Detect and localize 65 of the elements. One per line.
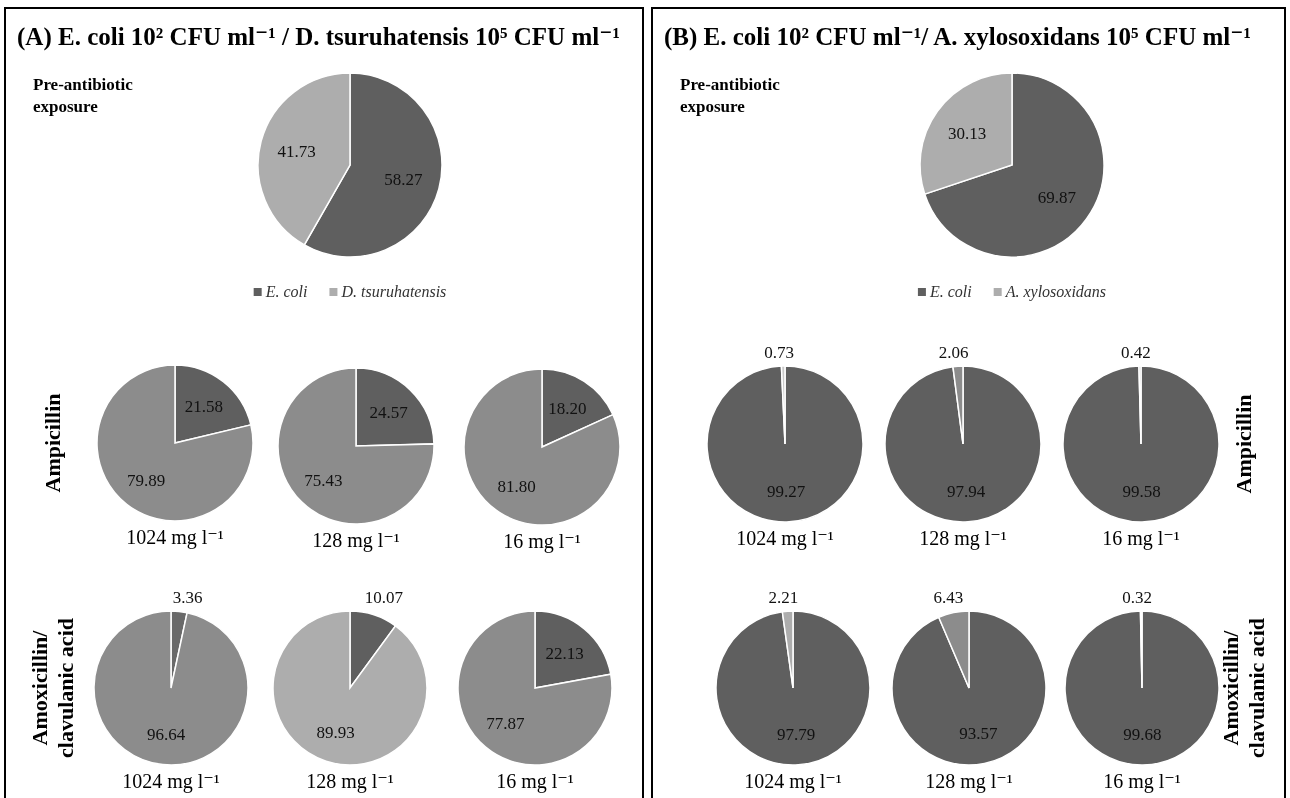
pie-slice <box>277 367 435 525</box>
text: 1024 mg l⁻¹ <box>736 527 834 550</box>
legend-label: A. xylosoxidans <box>1004 283 1107 301</box>
data-label: 81.80 <box>497 477 536 497</box>
text: Pre-antibiotic exposure <box>33 75 134 116</box>
data-label: 99.27 <box>766 481 806 501</box>
pie-slice <box>1062 365 1220 523</box>
data-label: 0.32 <box>1122 588 1153 607</box>
pie-slice <box>923 72 1105 258</box>
text: Pre-antibiotic exposure <box>680 75 781 116</box>
data-label: 96.64 <box>147 724 186 744</box>
text: 16 mg l⁻¹ <box>1103 770 1181 793</box>
text: 128 mg l⁻¹ <box>919 527 1007 550</box>
pie-slice <box>715 610 871 766</box>
pie-slice <box>272 610 428 766</box>
text: Ampicillin <box>40 393 65 493</box>
text: Ampicillin <box>1231 394 1256 494</box>
pie-slice <box>706 365 864 523</box>
data-label: 69.87 <box>1037 188 1077 208</box>
data-label: 58.27 <box>384 170 423 190</box>
data-label: 93.57 <box>959 724 998 744</box>
text: 128 mg l⁻¹ <box>312 529 400 552</box>
data-label: 18.20 <box>548 398 587 418</box>
legend-label: D. tsuruhatensis <box>340 283 447 300</box>
pie-slice <box>463 368 621 526</box>
text: 128 mg l⁻¹ <box>925 770 1013 793</box>
data-label: 22.13 <box>545 643 584 663</box>
data-label: 10.07 <box>364 588 404 607</box>
pie-slice <box>457 610 613 766</box>
data-label: 6.43 <box>933 588 964 607</box>
data-label: 79.89 <box>126 470 166 490</box>
data-label: 2.06 <box>938 343 969 362</box>
pie-slice <box>96 364 254 522</box>
data-label: 0.73 <box>764 343 794 362</box>
text: 16 mg l⁻¹ <box>496 770 574 793</box>
data-label: 99.58 <box>1122 481 1161 501</box>
data-label: 24.57 <box>369 403 409 423</box>
text: 128 mg l⁻¹ <box>306 770 394 793</box>
data-label: 89.93 <box>316 722 355 742</box>
text: 16 mg l⁻¹ <box>503 530 581 553</box>
pie-slice <box>891 610 1047 766</box>
data-label: 77.87 <box>486 714 526 734</box>
data-label: 41.73 <box>277 141 316 161</box>
data-label: 21.58 <box>184 397 224 417</box>
data-label: 97.94 <box>946 481 986 501</box>
data-label: 3.36 <box>172 588 203 607</box>
legend-label: E. coli <box>264 283 308 300</box>
chart-title: (B) E. coli 10² CFU ml⁻¹/ A. xylosoxidans 10⁵ CFU ml⁻¹ <box>664 23 1251 51</box>
chart-title: (A) E. coli 10² CFU ml⁻¹ / D. tsuruhatensis 10⁵ CFU ml⁻¹ <box>17 23 620 51</box>
pie-slice <box>1064 610 1220 766</box>
text: 1024 mg l⁻¹ <box>126 526 224 549</box>
text: Amoxicillin/ clavulanic acid <box>27 618 78 758</box>
data-label: 75.43 <box>304 470 343 490</box>
data-label: 0.42 <box>1121 343 1151 362</box>
legend-label: E. coli <box>928 283 972 300</box>
data-label: 30.13 <box>948 123 987 143</box>
text: Amoxicillin/ clavulanic acid <box>1218 618 1269 758</box>
data-label: 2.21 <box>768 588 799 607</box>
data-label: 99.68 <box>1123 725 1162 745</box>
data-label: 97.79 <box>777 725 816 745</box>
text: 1024 mg l⁻¹ <box>122 770 220 793</box>
pie-slice <box>884 365 1042 523</box>
text: 16 mg l⁻¹ <box>1102 527 1180 550</box>
text: 1024 mg l⁻¹ <box>744 770 842 793</box>
pie-slice <box>93 610 249 766</box>
